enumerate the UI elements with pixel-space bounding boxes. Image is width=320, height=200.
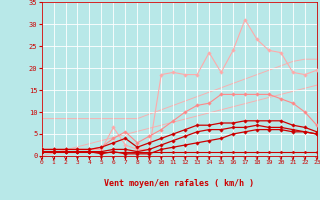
X-axis label: Vent moyen/en rafales ( km/h ): Vent moyen/en rafales ( km/h ) <box>104 179 254 188</box>
